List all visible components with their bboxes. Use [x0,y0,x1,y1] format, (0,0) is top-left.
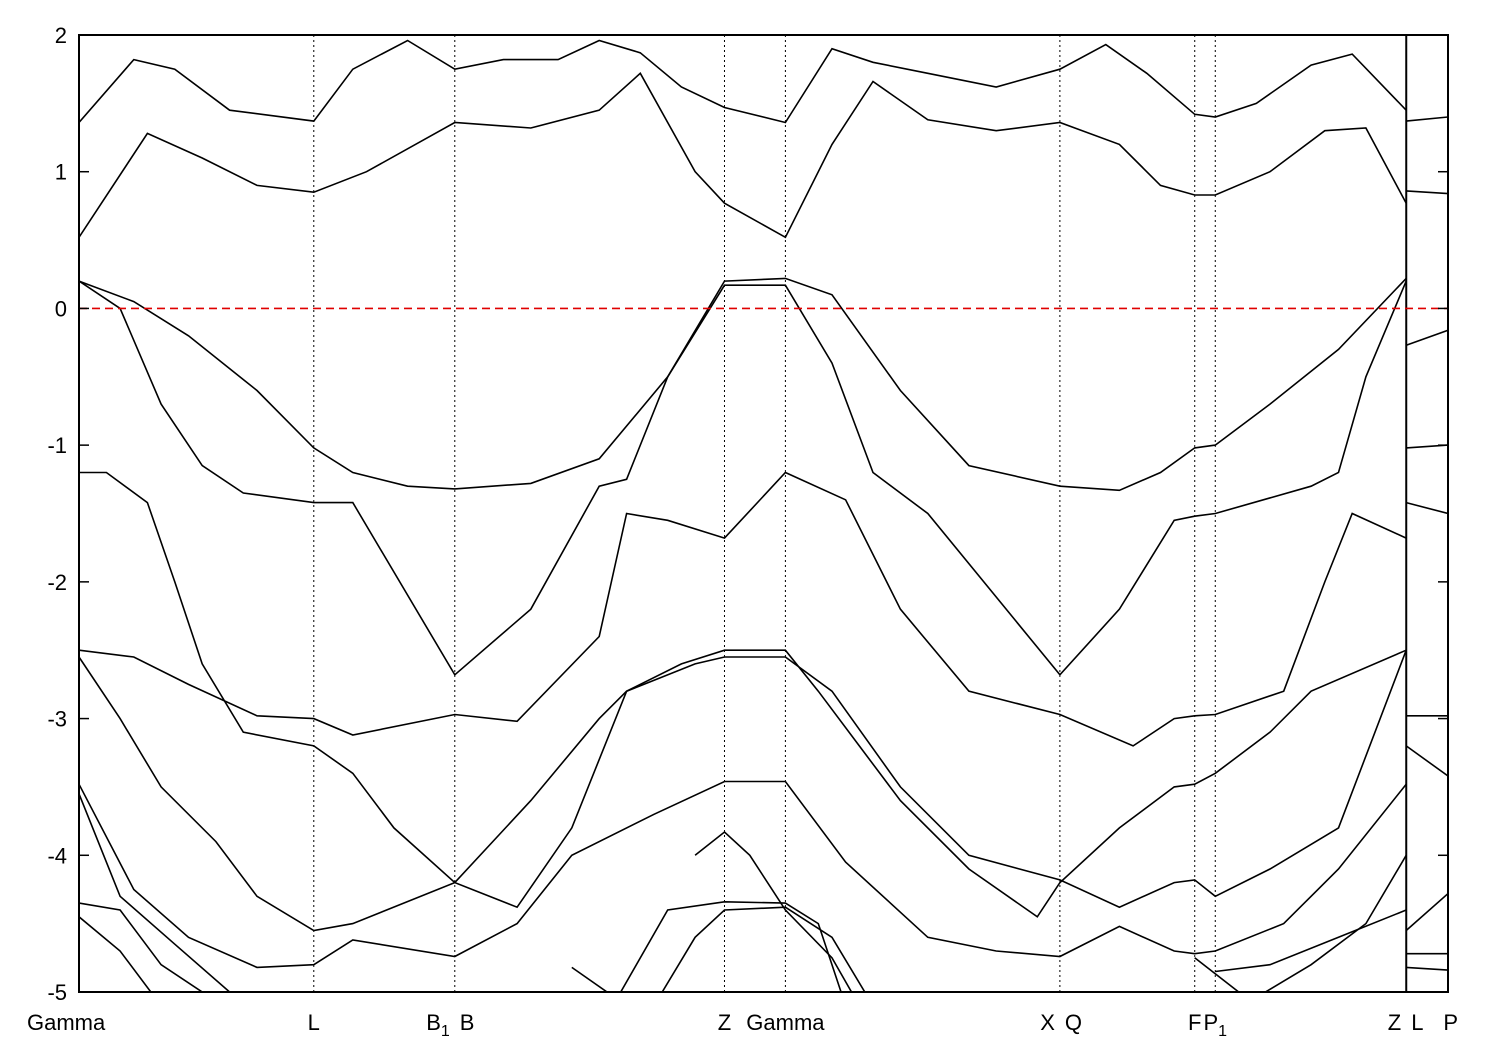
band-line [79,902,204,992]
band-line [1405,893,1448,932]
band-line [79,471,1407,747]
band-line [79,277,1407,492]
band-line [1405,329,1448,347]
x-tick-label: L [1411,1010,1423,1035]
band-line [1405,501,1448,515]
band-line [694,830,853,992]
x-tick-label: Q [1065,1010,1082,1035]
y-tick-label: -1 [47,433,67,458]
plot-frame [78,34,1449,993]
band-line [79,793,232,992]
band-line [79,280,1407,677]
band-line [619,900,842,992]
x-tick-label: Z [1388,1010,1401,1035]
y-axis-ticks: 2 1 0 -1 -2 -3 -4 -5 [47,23,1448,1005]
band-line [79,471,1407,909]
x-tick-label: P1 [1203,1010,1227,1040]
band-line [1263,854,1407,992]
y-tick-label: -2 [47,570,67,595]
band-line [1406,190,1448,195]
y-tick-label: -5 [47,980,67,1005]
band-line [1215,909,1407,973]
band-line [1194,957,1240,992]
band-line [79,39,1407,124]
x-tick-label: L [308,1010,320,1035]
x-tick-label: F [1188,1010,1201,1035]
x-tick-label: B [460,1010,475,1035]
y-tick-label: 2 [55,23,67,48]
x-tick-label: Gamma [746,1010,825,1035]
x-tick-label: Gamma [27,1010,106,1035]
band-lines [79,39,1448,992]
band-line [1405,745,1448,777]
x-tick-label: Z [718,1010,731,1035]
band-line [571,966,609,992]
band-line [1406,116,1448,122]
band-line [79,780,1407,969]
y-tick-label: 1 [55,160,67,185]
y-tick-label: -4 [47,843,67,868]
x-tick-label: P [1443,1010,1458,1035]
y-tick-label: 0 [55,296,67,321]
band-line [79,649,1407,932]
high-symmetry-gridlines [313,35,1408,992]
band-line [79,72,1407,239]
x-tick-label: B1 [426,1010,450,1040]
x-axis-ticks: Gamma L B1 B Z Gamma X Q F P1 Z L P [27,1010,1458,1040]
band-line [1406,966,1448,971]
x-tick-label: X [1040,1010,1055,1035]
band-line [661,906,866,992]
y-tick-label: -3 [47,707,67,732]
band-line [79,916,152,992]
